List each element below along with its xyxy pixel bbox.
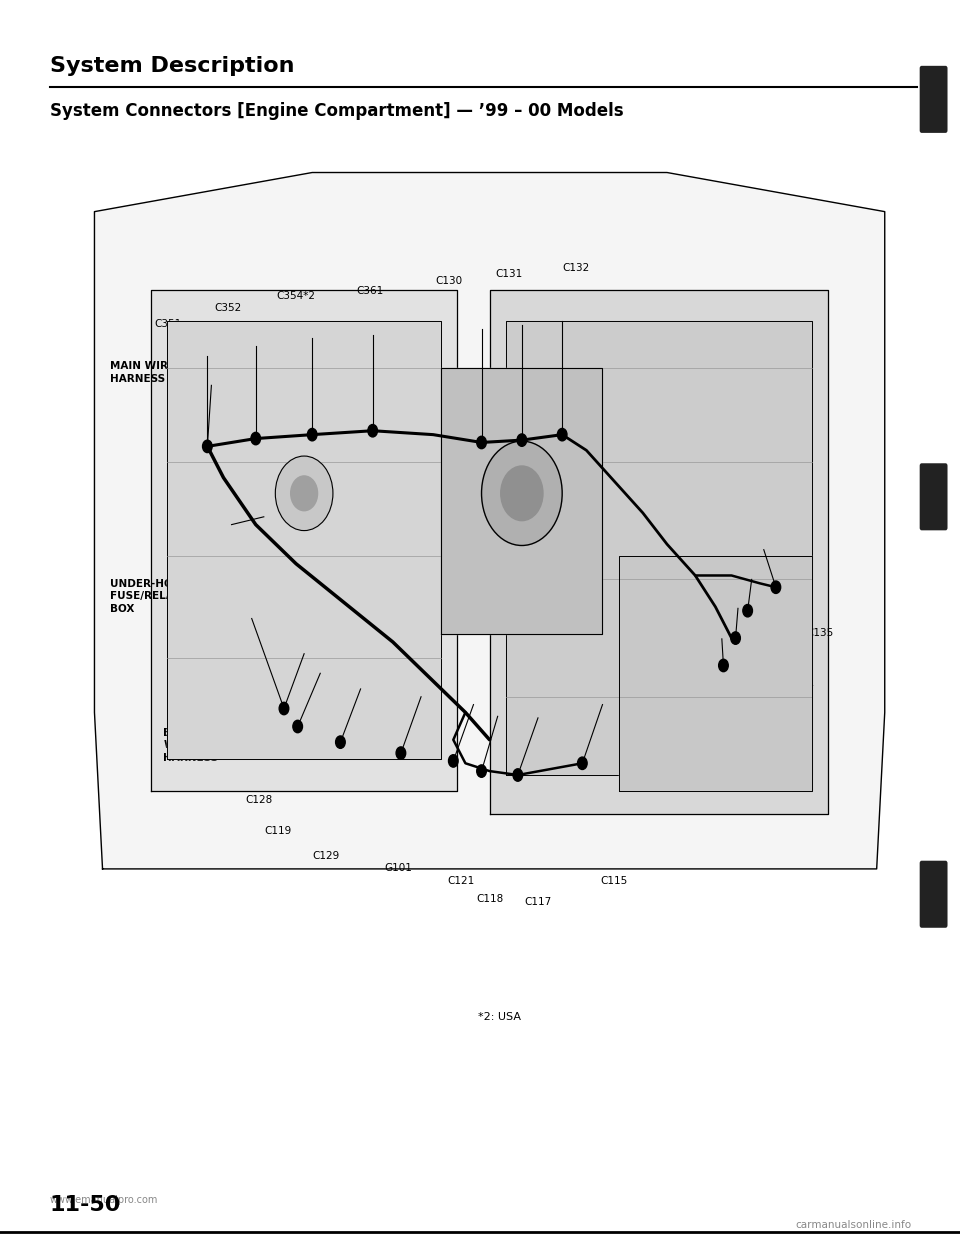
- Text: 11-50: 11-50: [50, 1195, 121, 1215]
- Circle shape: [291, 476, 318, 510]
- Circle shape: [482, 441, 563, 545]
- FancyBboxPatch shape: [920, 463, 948, 530]
- Circle shape: [279, 702, 289, 714]
- Circle shape: [743, 605, 753, 617]
- Circle shape: [448, 755, 458, 768]
- Text: C352: C352: [215, 303, 242, 313]
- Text: C119: C119: [265, 826, 292, 836]
- Text: C117: C117: [524, 897, 551, 907]
- Text: ENGINE
WIRE
HARNESS: ENGINE WIRE HARNESS: [163, 728, 218, 763]
- Text: System Connectors [Engine Compartment] — ’99 – 00 Models: System Connectors [Engine Compartment] —…: [50, 102, 624, 119]
- Polygon shape: [618, 556, 812, 791]
- Text: *2: USA: *2: USA: [478, 1012, 520, 1022]
- Circle shape: [578, 758, 588, 770]
- Circle shape: [517, 433, 527, 446]
- Polygon shape: [167, 322, 442, 759]
- Text: C131: C131: [495, 270, 522, 279]
- Text: MAIN WIRE
HARNESS: MAIN WIRE HARNESS: [110, 361, 176, 384]
- Circle shape: [203, 440, 212, 452]
- Circle shape: [771, 581, 780, 594]
- Text: C129: C129: [313, 851, 340, 861]
- Circle shape: [336, 737, 346, 749]
- Circle shape: [719, 660, 729, 672]
- Circle shape: [513, 769, 522, 781]
- Circle shape: [276, 456, 333, 530]
- Circle shape: [477, 436, 487, 448]
- Text: carmanualsonline.info: carmanualsonline.info: [796, 1220, 912, 1230]
- Polygon shape: [94, 173, 885, 869]
- Text: C118: C118: [476, 894, 503, 904]
- Text: C121: C121: [447, 876, 474, 886]
- Text: C351: C351: [155, 319, 181, 329]
- Text: System Description: System Description: [50, 56, 295, 76]
- Text: UNDER-HOOD
FUSE/RELAY
BOX: UNDER-HOOD FUSE/RELAY BOX: [110, 579, 190, 614]
- Text: C135: C135: [806, 628, 833, 638]
- Circle shape: [501, 466, 543, 520]
- Circle shape: [731, 632, 740, 645]
- Text: C130: C130: [436, 276, 463, 286]
- Polygon shape: [442, 368, 603, 635]
- Circle shape: [293, 720, 302, 733]
- Text: G101: G101: [384, 863, 413, 873]
- FancyBboxPatch shape: [920, 66, 948, 133]
- Text: C128: C128: [246, 795, 273, 805]
- Circle shape: [307, 428, 317, 441]
- Text: www.emanualpro.com: www.emanualpro.com: [50, 1195, 158, 1205]
- Circle shape: [477, 765, 487, 777]
- Circle shape: [558, 428, 567, 441]
- Text: C354*2: C354*2: [276, 291, 315, 301]
- Polygon shape: [490, 289, 828, 815]
- Text: C115: C115: [601, 876, 628, 886]
- Polygon shape: [506, 322, 812, 775]
- Text: C132: C132: [563, 263, 589, 273]
- Text: C111: C111: [787, 678, 814, 688]
- Text: C114: C114: [768, 722, 795, 732]
- Text: C361: C361: [356, 286, 383, 296]
- FancyBboxPatch shape: [920, 861, 948, 928]
- Circle shape: [396, 746, 406, 759]
- Text: C116: C116: [739, 771, 766, 781]
- Circle shape: [368, 425, 377, 437]
- Polygon shape: [151, 289, 457, 791]
- Circle shape: [251, 432, 260, 445]
